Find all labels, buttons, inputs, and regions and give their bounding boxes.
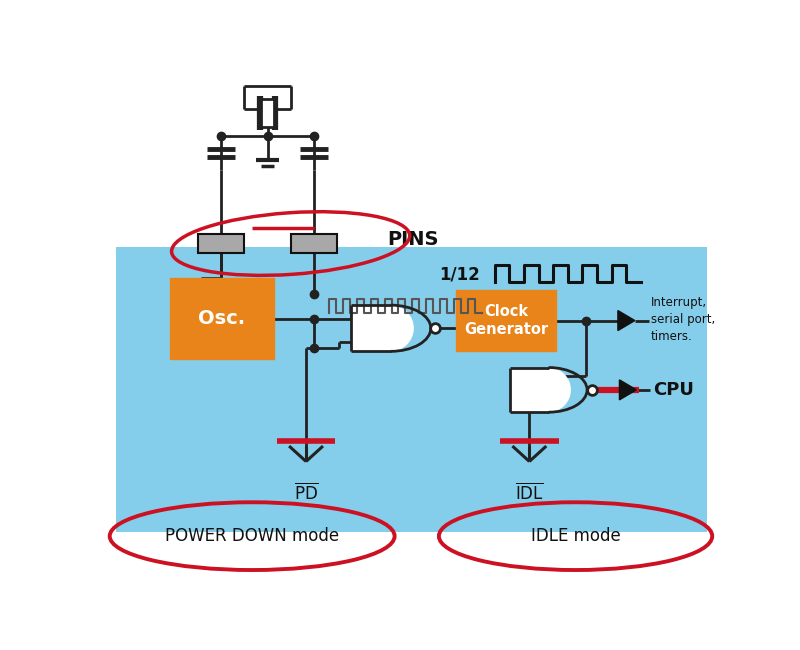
Bar — [170, 278, 274, 359]
Polygon shape — [619, 380, 636, 400]
Wedge shape — [549, 367, 571, 412]
Text: Osc.: Osc. — [198, 309, 246, 328]
Polygon shape — [618, 311, 635, 331]
Bar — [350, 305, 390, 352]
Text: $\overline{\rm IDL}$: $\overline{\rm IDL}$ — [515, 482, 544, 503]
Text: Clock
Generator: Clock Generator — [464, 304, 548, 337]
Bar — [262, 99, 274, 127]
Text: 1/12: 1/12 — [440, 265, 481, 283]
Bar — [456, 290, 556, 352]
Bar — [262, 99, 274, 127]
Text: POWER DOWN mode: POWER DOWN mode — [165, 527, 339, 545]
Bar — [290, 234, 337, 253]
Bar — [510, 367, 549, 412]
Text: IDLE mode: IDLE mode — [530, 527, 621, 545]
Bar — [116, 248, 707, 532]
Wedge shape — [390, 305, 414, 352]
Text: CPU: CPU — [654, 381, 694, 399]
Text: $\overline{\rm PD}$: $\overline{\rm PD}$ — [294, 482, 318, 503]
Text: Interrupt,
serial port,
timers.: Interrupt, serial port, timers. — [651, 296, 715, 343]
Text: PINS: PINS — [387, 230, 438, 249]
Bar — [198, 234, 245, 253]
